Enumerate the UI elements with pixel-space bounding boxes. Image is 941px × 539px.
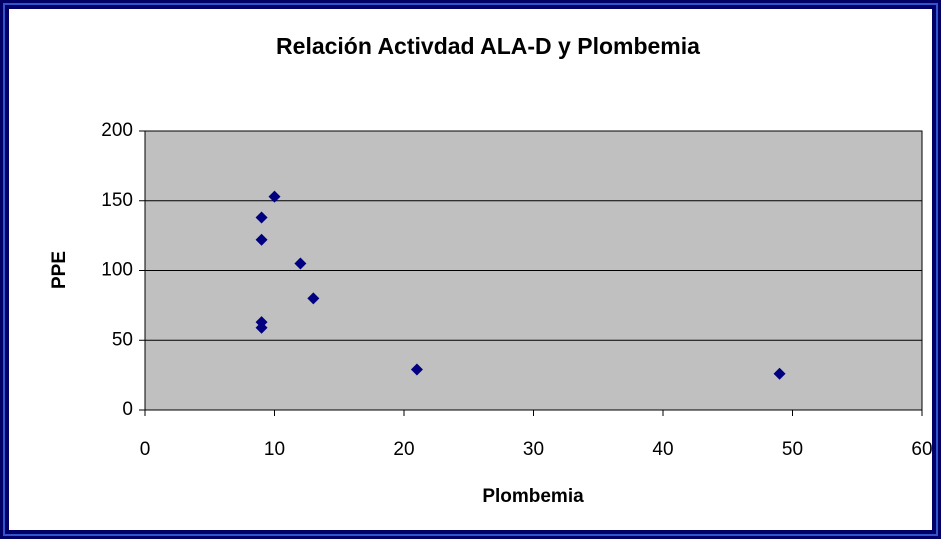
point	[307, 292, 320, 305]
x-tick-label: 20	[393, 439, 414, 460]
y-tick-label: 100	[101, 260, 133, 281]
x-tick-label: 50	[782, 439, 803, 460]
x-tick-label: 0	[140, 439, 151, 460]
point	[294, 257, 307, 270]
y-tick-label: 0	[122, 399, 133, 420]
x-axis-label: Plombemia	[482, 486, 584, 507]
y-tick-label: 200	[101, 120, 133, 141]
point	[255, 233, 268, 246]
x-tick-label: 30	[523, 439, 544, 460]
chart-title: Relación Activdad ALA-D y Plombemia	[276, 33, 700, 59]
x-tick-label: 40	[652, 439, 673, 460]
y-axis-label: PPE	[49, 251, 70, 289]
point	[268, 190, 281, 203]
y-tick-label: 150	[101, 190, 133, 211]
plot-border	[144, 130, 923, 411]
point	[255, 211, 268, 224]
point	[773, 367, 786, 380]
point	[410, 363, 423, 376]
frame	[3, 3, 938, 536]
x-tick-label: 60	[911, 439, 932, 460]
x-tick-label: 10	[264, 439, 285, 460]
point	[255, 321, 268, 334]
y-tick-label: 50	[112, 329, 133, 350]
